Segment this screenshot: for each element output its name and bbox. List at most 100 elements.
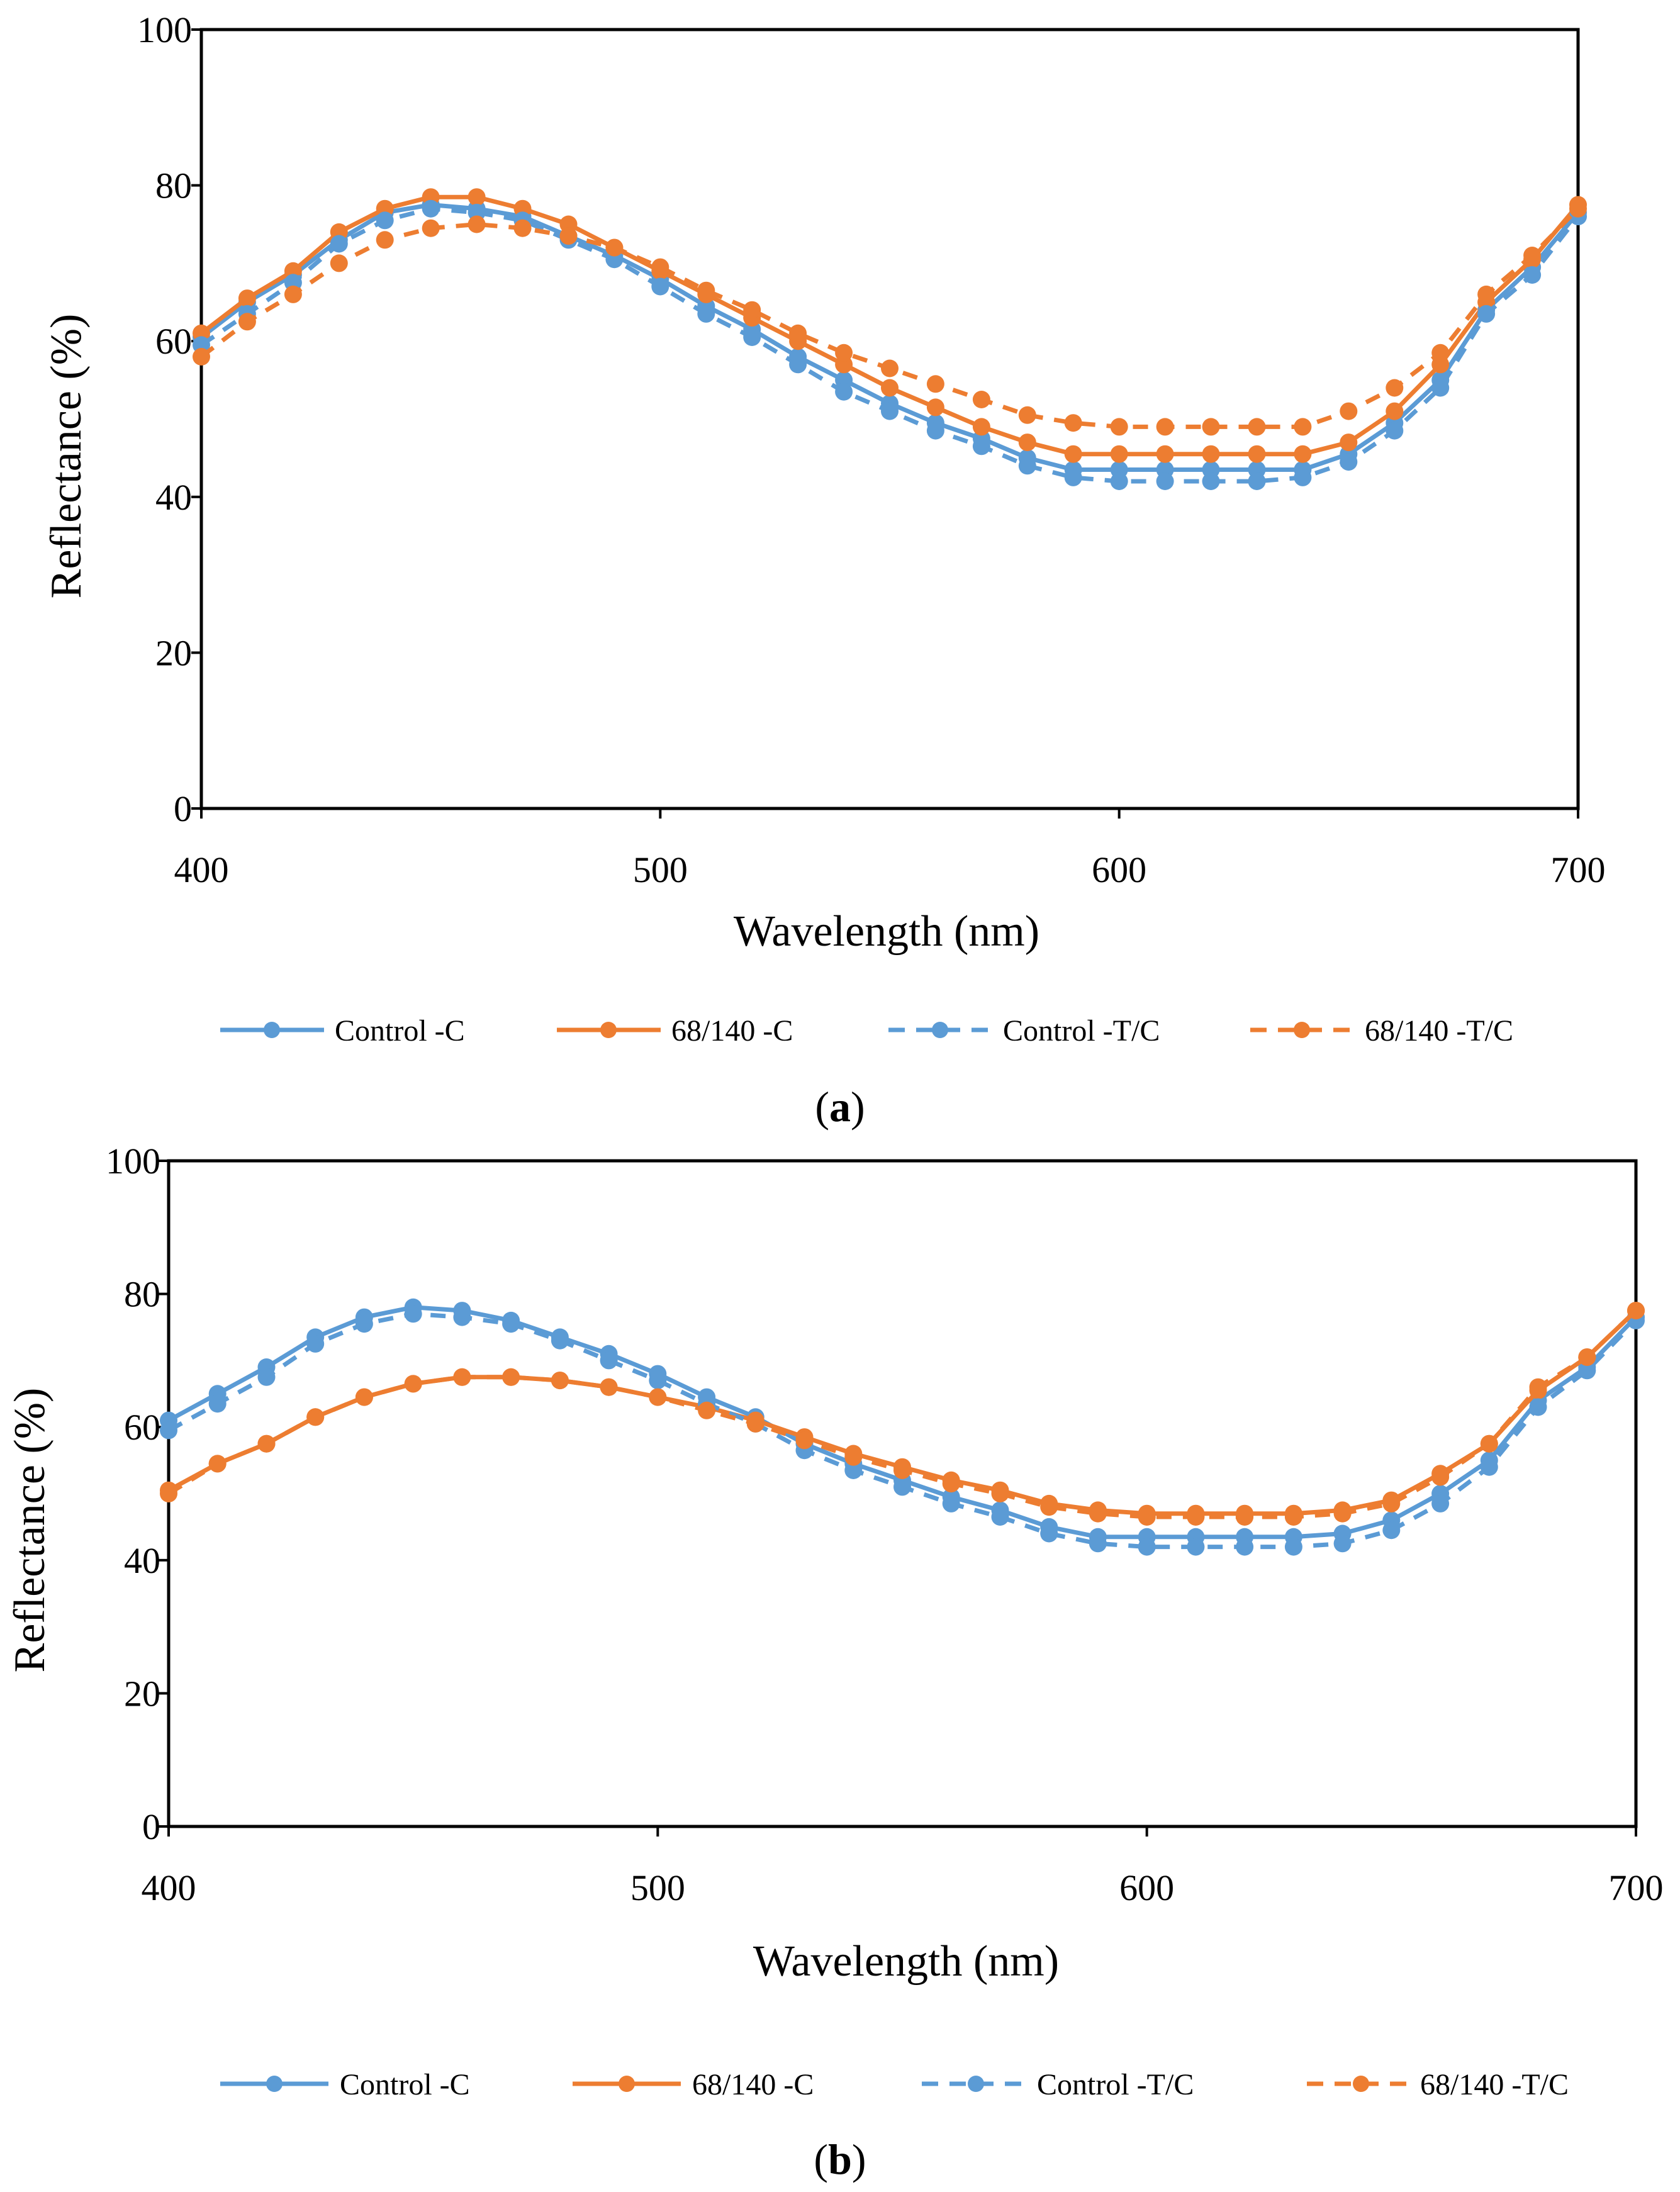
chart-b-data-point — [1333, 1504, 1352, 1523]
chart-a-data-point — [972, 418, 990, 436]
chart-a-y-tick-label: 0 — [174, 788, 192, 829]
chart-b-x-tick-label: 700 — [1609, 1867, 1664, 1908]
chart-b-data-point — [1284, 1538, 1302, 1556]
chart-b-data-point — [1529, 1398, 1547, 1416]
chart-a-data-point — [835, 344, 853, 362]
chart-b-series-68-140-t-c — [160, 1302, 1645, 1526]
chart-a-data-point — [881, 402, 899, 420]
chart-a-data-point — [972, 437, 990, 456]
chart-b-y-tick-label: 40 — [124, 1540, 160, 1581]
chart-a-data-point — [1477, 305, 1496, 323]
chart-b-data-point — [1431, 1468, 1450, 1486]
chart-a-caption: (a) — [815, 1083, 865, 1131]
chart-b-caption: (b) — [814, 2135, 866, 2183]
chart-a-data-point — [1431, 379, 1450, 397]
chart-a-data-point — [1064, 445, 1082, 463]
chart-b-legend-item-control-tc: Control -T/C — [922, 2068, 1194, 2101]
chart-b-data-point — [355, 1388, 373, 1406]
chart-a-data-point — [284, 285, 302, 303]
chart-a-y-tick-label: 60 — [155, 321, 192, 362]
chart-b-data-point — [1578, 1348, 1596, 1367]
chart-b-data-point — [1236, 1508, 1254, 1526]
chart-b-y-tick-label: 20 — [124, 1673, 160, 1714]
chart-a-data-point — [1156, 473, 1174, 490]
chart-b-x-tick-label: 500 — [630, 1867, 685, 1908]
chart-b-data-point — [1627, 1302, 1645, 1320]
chart-b-data-point — [208, 1455, 227, 1473]
chart-a-x-tick-label: 600 — [1092, 849, 1146, 890]
chart-b-data-point — [942, 1475, 960, 1493]
chart-b-data-point — [404, 1305, 422, 1323]
chart-b-data-point — [1480, 1434, 1498, 1453]
chart-b-y-tick-label: 0 — [142, 1806, 160, 1847]
chart-b-x-tick-label: 400 — [142, 1867, 196, 1908]
chart-b-data-point — [1480, 1458, 1498, 1476]
chart-b-series-control-t-c — [160, 1305, 1645, 1556]
chart-a-data-point — [651, 277, 669, 296]
chart-b-data-point — [698, 1401, 716, 1419]
chart-b-plot: 0 20 40 60 80 100 400 500 600 700 — [106, 1141, 1664, 1908]
chart-a-data-point — [1248, 445, 1266, 463]
chart-a-data-point — [972, 391, 990, 408]
chart-b-data-point — [160, 1421, 177, 1440]
chart-b-data-point — [208, 1395, 227, 1413]
chart-a-data-point — [1294, 418, 1312, 436]
chart-a-legend-item-control-c: Control -C — [220, 1014, 465, 1048]
chart-a-data-point — [1340, 402, 1358, 420]
chart-b-data-point — [649, 1388, 667, 1406]
chart-b-data-point — [306, 1334, 325, 1353]
chart-a-data-point — [1386, 402, 1404, 420]
chart-b-data-point — [795, 1431, 814, 1450]
chart-a-data-point — [1202, 473, 1220, 490]
chart-b-legend-label-control-tc: Control -T/C — [1037, 2068, 1194, 2101]
chart-b-data-point — [942, 1494, 960, 1513]
chart-a-legend-item-68-140-tc: 68/140 -T/C — [1250, 1014, 1513, 1048]
chart-a-data-point — [1523, 266, 1542, 284]
chart-a-data-point — [1294, 468, 1312, 486]
chart-a-legend-label-68-140-c: 68/140 -C — [671, 1014, 793, 1048]
chart-a: 0 20 40 60 80 100 400 500 600 700 Wavelength (nm)… — [42, 9, 1606, 1131]
chart-a-data-point — [743, 328, 761, 346]
chart-a-data-point — [1386, 379, 1404, 397]
chart-a-data-point — [1202, 418, 1220, 436]
chart-a-data-point — [1569, 199, 1587, 218]
chart-b-data-point — [746, 1414, 764, 1433]
chart-b-legend-item-control-c: Control -C — [220, 2068, 470, 2101]
chart-a-data-point — [1064, 468, 1082, 486]
chart-b-data-point — [1236, 1538, 1254, 1556]
chart-a-data-point — [926, 422, 944, 440]
chart-a-data-point — [1018, 406, 1036, 424]
chart-a-data-point — [605, 238, 624, 257]
chart-a-data-point — [697, 305, 715, 323]
chart-a-legend-label-control-tc: Control -T/C — [1003, 1014, 1160, 1048]
chart-b-data-point — [893, 1478, 911, 1496]
chart-a-legend: Control -C 68/140 -C Control -T/C 68/140… — [220, 1014, 1513, 1048]
chart-a-data-point — [1156, 418, 1174, 436]
chart-a-data-point — [1018, 433, 1036, 452]
chart-a-data-point — [1110, 445, 1128, 463]
chart-a-data-point — [1248, 418, 1266, 436]
chart-a-data-point — [513, 219, 532, 237]
chart-b-data-point — [1138, 1508, 1156, 1526]
chart-a-x-tick-label: 500 — [633, 849, 688, 890]
chart-b-data-point — [1382, 1521, 1401, 1540]
chart-b: 0 20 40 60 80 100 400 500 600 700 Wavelength (nm)… — [6, 1141, 1664, 2183]
chart-b-data-point — [1578, 1362, 1596, 1380]
chart-a-data-point — [926, 375, 944, 393]
chart-a-data-point — [697, 281, 715, 299]
chart-b-data-point — [1089, 1504, 1107, 1523]
chart-a-data-point — [1156, 445, 1174, 463]
chart-b-data-point — [1138, 1538, 1156, 1556]
chart-b-data-point — [551, 1372, 569, 1390]
chart-a-x-tick-label: 400 — [174, 849, 229, 890]
chart-b-data-point — [257, 1434, 276, 1453]
chart-a-data-point — [789, 324, 807, 342]
chart-b-legend-item-68-140-tc: 68/140 -T/C — [1307, 2068, 1569, 2101]
chart-a-data-point — [422, 219, 440, 237]
chart-a-data-point — [238, 313, 256, 331]
chart-b-data-point — [1187, 1538, 1205, 1556]
chart-b-y-tick-label: 100 — [106, 1141, 160, 1182]
chart-a-data-point — [1386, 422, 1404, 440]
chart-a-data-point — [559, 227, 578, 245]
chart-b-data-point — [1040, 1498, 1058, 1516]
